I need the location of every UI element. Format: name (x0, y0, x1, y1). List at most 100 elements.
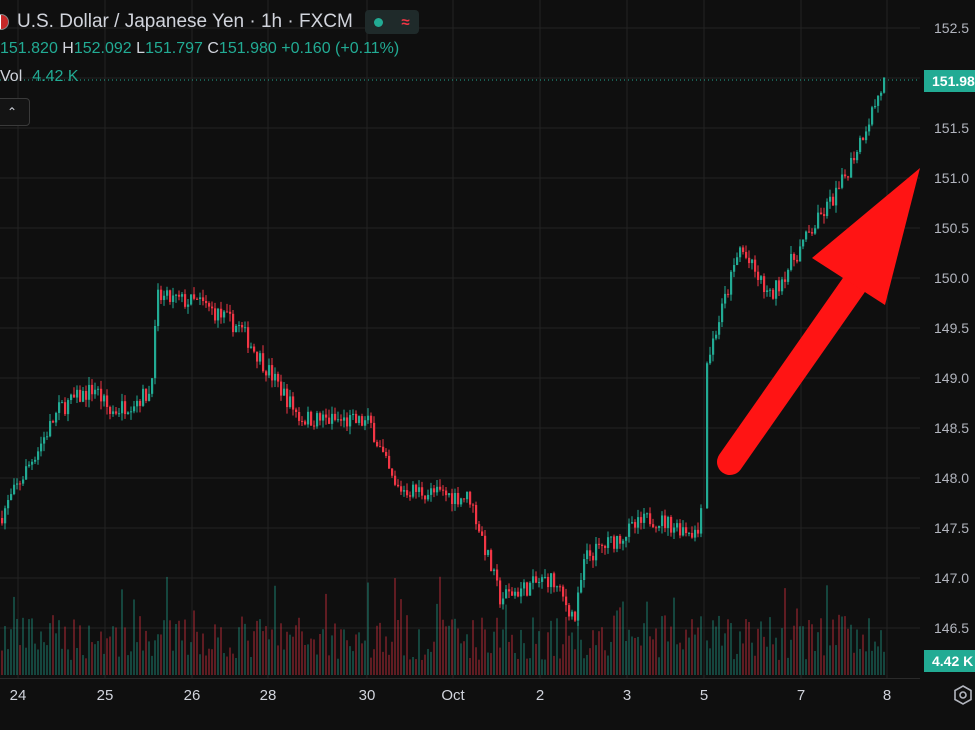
volume-bar (775, 637, 777, 675)
settings-icon[interactable] (952, 684, 974, 706)
candle-body (877, 95, 880, 106)
volume-bar (214, 624, 216, 675)
y-tick-label: 152.5 (934, 20, 970, 36)
open-value: 151.820 (0, 40, 58, 57)
candle-body (598, 543, 601, 545)
volume-bar (670, 626, 672, 675)
volume-bar (742, 643, 744, 675)
volume-bar (598, 631, 600, 675)
volume-bar (319, 633, 321, 675)
candle-body (694, 529, 697, 538)
price-chart[interactable] (0, 0, 920, 678)
volume-bar (64, 626, 66, 675)
volume-bar (31, 618, 33, 675)
volume-bar (403, 655, 405, 675)
collapse-icon[interactable]: ⌃ (0, 98, 30, 126)
candle-body (85, 391, 88, 400)
volume-bar (10, 629, 12, 675)
candle-body (637, 517, 640, 528)
volume-bar (88, 625, 90, 675)
candle-body (697, 529, 700, 534)
candle-body (487, 550, 490, 556)
candle-body (481, 531, 484, 536)
volume-bar (544, 659, 546, 675)
candle-body (499, 580, 502, 605)
candle-body (58, 402, 61, 413)
candle-body (313, 425, 316, 427)
candle-body (751, 259, 754, 264)
volume-bar (868, 618, 870, 675)
candle-body (862, 137, 865, 141)
x-tick-label: Oct (441, 687, 465, 704)
candle-body (832, 196, 835, 206)
volume-bar (289, 634, 291, 675)
candle-body (709, 354, 712, 364)
candle-body (880, 92, 883, 96)
high-value: 152.092 (73, 40, 132, 57)
volume-bar (265, 626, 267, 675)
candle-body (34, 459, 37, 462)
candle-body (148, 393, 151, 401)
volume-bar (37, 649, 39, 675)
volume-legend: Vol 4.42 K (0, 68, 79, 86)
volume-bar (133, 599, 135, 675)
candle-body (634, 522, 637, 528)
candle-body (769, 289, 772, 291)
volume-bar (613, 615, 615, 675)
volume-bar (313, 639, 315, 675)
low-label: L (136, 40, 146, 57)
y-tick-label: 148.5 (934, 420, 970, 436)
volume-bar (454, 618, 456, 675)
volume-bar (520, 629, 522, 675)
candle-body (436, 486, 439, 493)
candle-body (727, 293, 730, 295)
volume-bar (856, 629, 858, 675)
volume-bar (589, 648, 591, 675)
candle-body (52, 421, 55, 423)
volume-bar (697, 627, 699, 675)
candle-body (520, 588, 523, 597)
candle-body (826, 201, 829, 217)
candle-body (385, 451, 388, 456)
time-axis[interactable]: 24 25 26 28 30 Oct 2 3 5 7 8 (0, 678, 920, 730)
candle-body (469, 491, 472, 505)
candle-body (178, 294, 181, 297)
volume-bar (298, 617, 300, 675)
y-tick-label: 151.0 (934, 170, 970, 186)
candle-body (217, 308, 220, 321)
candle-body (205, 301, 208, 304)
volume-bar (805, 659, 807, 675)
volume-bar (772, 644, 774, 675)
volume-bar (517, 658, 519, 675)
market-status-pill[interactable]: ≈ (364, 10, 419, 34)
volume-bar (361, 643, 363, 675)
candle-body (376, 441, 379, 447)
symbol-title[interactable]: U.S. Dollar / Japanese Yen · 1h · FXCM (17, 11, 353, 32)
candle-body (757, 271, 760, 280)
candle-body (724, 293, 727, 304)
symbol-header[interactable]: U.S. Dollar / Japanese Yen · 1h · FXCM ≈ (0, 8, 419, 36)
volume-bar (847, 628, 849, 675)
candle-body (4, 508, 7, 524)
candle-body (379, 446, 382, 448)
y-tick-label: 151.5 (934, 120, 970, 136)
volume-bar (490, 653, 492, 675)
volume-bar (415, 659, 417, 675)
candle-body (532, 576, 535, 583)
candle-body (658, 525, 661, 528)
price-axis[interactable]: 152.5 151.5 151.0 150.5 150.0 149.5 149.0 148.5… (920, 0, 975, 678)
candle-body (760, 276, 763, 280)
candle-body (823, 214, 826, 217)
volume-bar (877, 646, 879, 675)
volume-bar (475, 647, 477, 675)
volume-bar (493, 631, 495, 675)
volume-bar (874, 641, 876, 675)
volume-bar (745, 619, 747, 675)
volume-bar (400, 599, 402, 675)
volume-bar (787, 657, 789, 675)
candle-body (409, 495, 412, 497)
volume-bar (358, 632, 360, 675)
volume-bar (175, 623, 177, 675)
volume-bar (280, 623, 282, 675)
volume-bar (721, 645, 723, 675)
